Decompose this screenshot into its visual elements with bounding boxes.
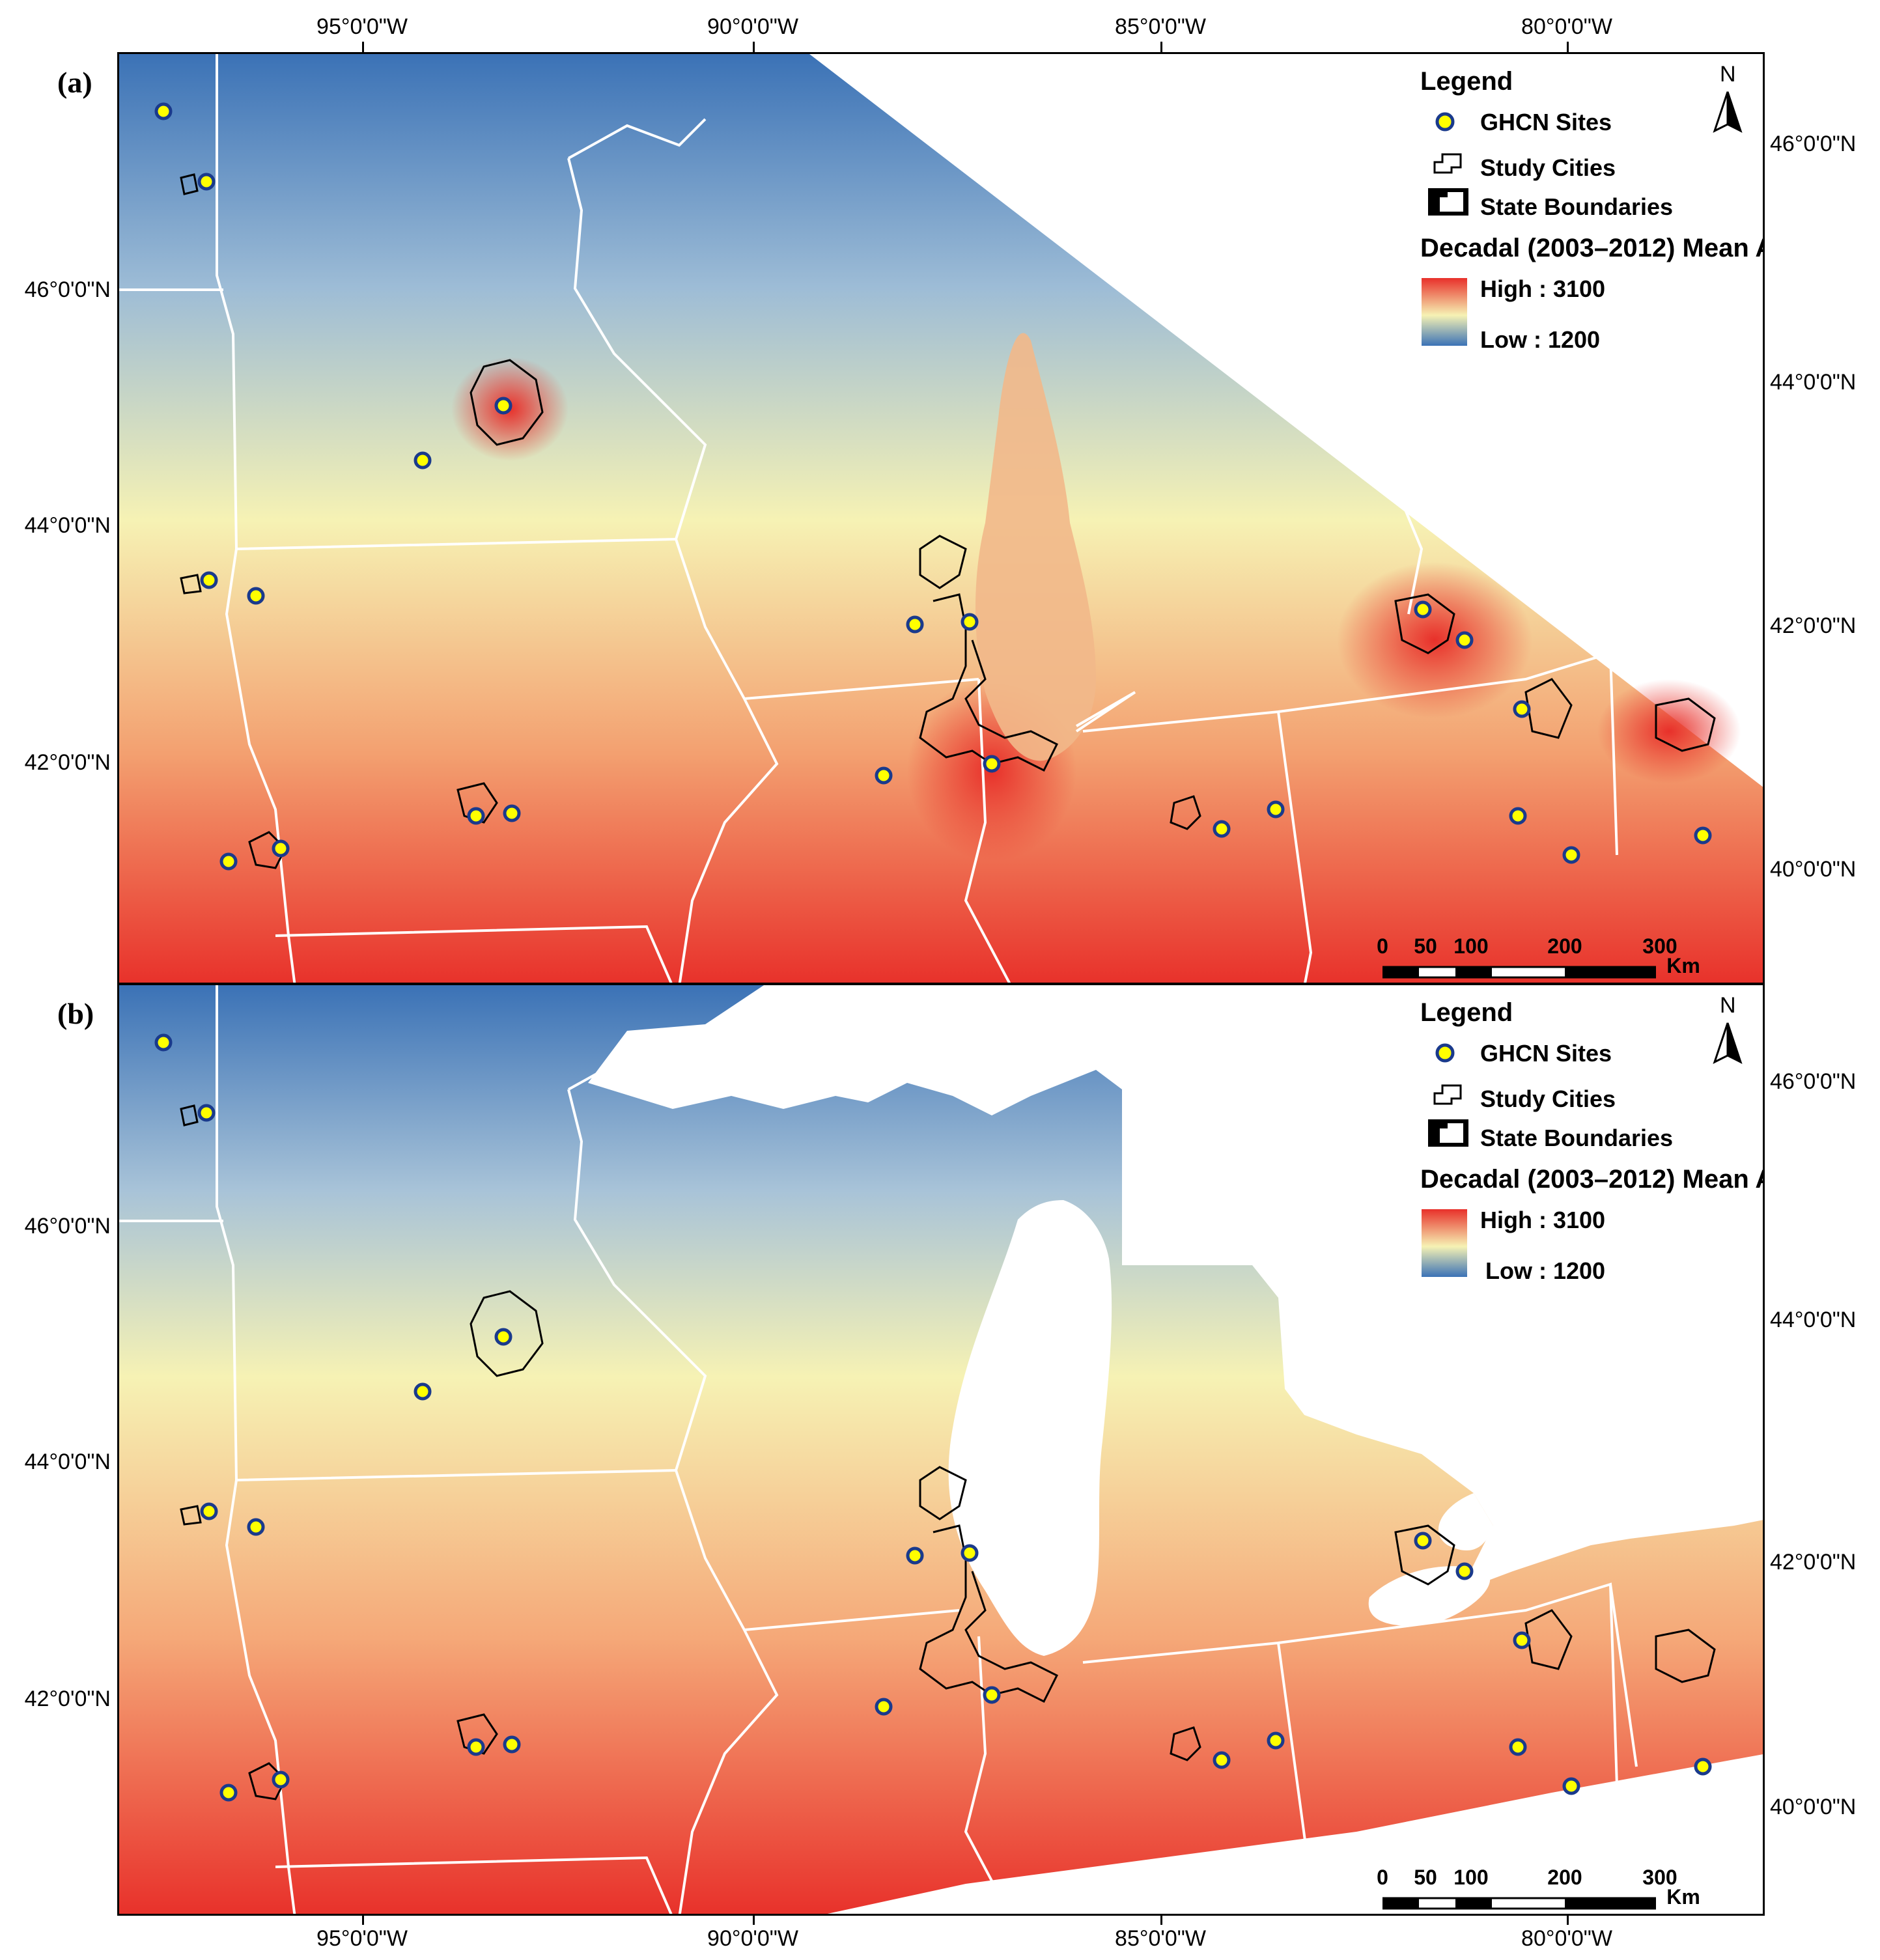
map-frame-a: N Legend GHCN Sites Study Cities State B…: [117, 52, 1765, 985]
scale-label: 0: [1377, 1866, 1388, 1889]
lat-tick-label: 46°0'0"N: [1770, 1069, 1857, 1094]
panel-a: (a) 95°0'0"W 90°0'0"W 85°0'0"W 80°0'0"W …: [24, 14, 1857, 985]
legend-title: Legend: [1420, 998, 1513, 1027]
site-marker-icon: [1435, 1043, 1455, 1063]
ghcn-site-markers: [154, 102, 1712, 871]
legend-sites: GHCN Sites: [1480, 109, 1612, 135]
lat-tick-label: 42°0'0"N: [24, 1687, 111, 1711]
tick-mark: [1567, 1914, 1569, 1925]
study-city-outlines: [180, 1104, 1716, 1800]
city-outline-icon: [1433, 1084, 1462, 1105]
tick-mark: [362, 1914, 364, 1925]
lat-tick-label: 46°0'0"N: [1770, 132, 1857, 156]
lat-tick-label: 40°0'0"N: [1770, 1795, 1857, 1819]
scale-label: 300: [1642, 934, 1677, 958]
north-arrow: N: [1708, 62, 1747, 137]
state-boundaries: [119, 985, 1638, 1914]
lake-michigan: [948, 1200, 1112, 1656]
color-ramp: [1422, 278, 1467, 346]
legend-title: Legend: [1420, 67, 1513, 96]
lat-tick-label: 44°0'0"N: [24, 1449, 111, 1474]
legend-ramp-title: Decadal (2003–2012) Mean ANDD: [1420, 234, 1763, 262]
legend-cities: Study Cities: [1480, 1085, 1616, 1112]
lon-tick-label: 85°0'0"W: [1115, 14, 1206, 39]
scale-label: 0: [1377, 934, 1388, 958]
state-boundary-icon: [1428, 188, 1468, 216]
site-marker-icon: [1435, 112, 1455, 132]
tick-mark: [1567, 42, 1569, 52]
ghcn-site-markers: [154, 1033, 1712, 1802]
scale-bar: 0 50 100 200 300 Km: [1376, 1866, 1728, 1911]
color-ramp: [1422, 1209, 1467, 1277]
north-label: N: [1720, 62, 1736, 87]
lon-tick-label: 90°0'0"W: [707, 14, 798, 39]
lon-tick-label: 95°0'0"W: [316, 14, 408, 39]
raster-map: [119, 54, 1763, 983]
scale-bar-graphic: [1382, 1897, 1656, 1910]
lake-michigan: [975, 333, 1096, 761]
raster-map: [119, 985, 1763, 1914]
panel-label: (b): [57, 997, 94, 1030]
scale-bar: 0 50 100 200 300 Km: [1376, 934, 1728, 980]
north-arrow-icon: [1713, 91, 1743, 133]
state-boundaries: [119, 54, 1618, 983]
scale-bar-graphic: [1382, 966, 1656, 979]
lat-tick-label: 46°0'0"N: [24, 277, 111, 302]
city-outline-icon: [1433, 153, 1462, 174]
scale-label: 50: [1414, 1866, 1437, 1889]
map-frame-b: N Legend GHCN Sites Study Cities State B…: [117, 983, 1765, 1916]
scale-label: 300: [1642, 1866, 1677, 1889]
raster-extent: [119, 985, 1763, 1914]
tick-mark: [753, 42, 755, 52]
lat-tick-label: 40°0'0"N: [1770, 857, 1857, 882]
panel-label: (a): [57, 66, 92, 99]
tick-mark: [1160, 42, 1162, 52]
lat-tick-label: 44°0'0"N: [1770, 370, 1857, 395]
scale-unit: Km: [1666, 1885, 1700, 1909]
lon-tick-label: 90°0'0"W: [707, 1926, 798, 1951]
lat-tick-label: 44°0'0"N: [1770, 1308, 1857, 1332]
scale-label: 100: [1453, 1866, 1489, 1889]
tick-mark: [1160, 1914, 1162, 1925]
tick-mark: [362, 42, 364, 52]
legend-sites: GHCN Sites: [1480, 1040, 1612, 1067]
scale-label: 200: [1547, 934, 1582, 958]
raster-extent: [119, 54, 1763, 983]
lat-tick-label: 42°0'0"N: [1770, 613, 1857, 638]
lon-tick-label: 95°0'0"W: [316, 1926, 408, 1951]
state-boundary-icon: [1428, 1119, 1468, 1147]
tick-mark: [753, 1914, 755, 1925]
lat-tick-label: 42°0'0"N: [1770, 1550, 1857, 1575]
lat-tick-label: 44°0'0"N: [24, 513, 111, 538]
legend-ramp-title: Decadal (2003–2012) Mean AminDD: [1420, 1165, 1763, 1194]
legend-cities: Study Cities: [1480, 154, 1616, 181]
lon-tick-label: 80°0'0"W: [1521, 1926, 1612, 1951]
legend-high: High : 3100: [1480, 275, 1606, 302]
lake-huron: [1438, 1493, 1493, 1551]
north-arrow: N: [1708, 993, 1747, 1069]
lon-tick-label: 85°0'0"W: [1115, 1926, 1206, 1951]
panel-b: (b) 95°0'0"W 90°0'0"W 85°0'0"W 80°0'0"W …: [0, 983, 1880, 1960]
lake-erie: [1368, 1566, 1491, 1626]
scale-unit: Km: [1666, 954, 1700, 977]
legend-states: State Boundaries: [1480, 193, 1674, 220]
legend-low: Low : 1200: [1480, 326, 1601, 353]
scale-label: 100: [1453, 934, 1489, 958]
legend-states: State Boundaries: [1480, 1125, 1674, 1151]
scale-label: 200: [1547, 1866, 1582, 1889]
legend-high: High : 3100: [1480, 1207, 1606, 1233]
legend-low: Low : 1200: [1485, 1257, 1606, 1284]
north-arrow-icon: [1713, 1022, 1743, 1064]
lat-tick-label: 42°0'0"N: [24, 750, 111, 775]
lat-tick-label: 46°0'0"N: [24, 1214, 111, 1239]
lon-tick-label: 80°0'0"W: [1521, 14, 1612, 39]
scale-label: 50: [1414, 934, 1437, 958]
north-label: N: [1720, 993, 1736, 1018]
